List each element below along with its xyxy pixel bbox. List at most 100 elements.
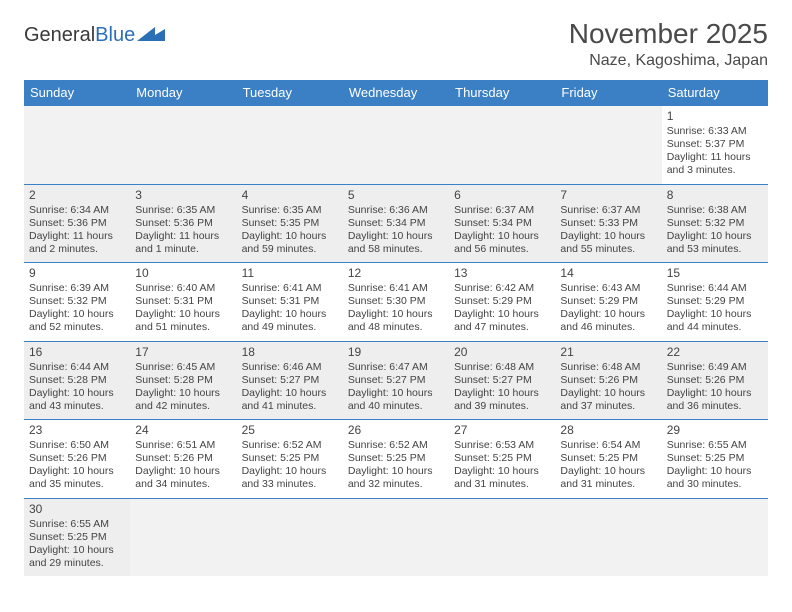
sunrise-text: Sunrise: 6:41 AM bbox=[242, 282, 338, 295]
calendar-cell: 13Sunrise: 6:42 AMSunset: 5:29 PMDayligh… bbox=[449, 263, 555, 342]
sunset-text: Sunset: 5:27 PM bbox=[348, 374, 444, 387]
calendar-cell: 29Sunrise: 6:55 AMSunset: 5:25 PMDayligh… bbox=[662, 420, 768, 499]
calendar-cell: 30Sunrise: 6:55 AMSunset: 5:25 PMDayligh… bbox=[24, 498, 130, 576]
dayname: Monday bbox=[130, 80, 236, 106]
daylight-text: and 46 minutes. bbox=[560, 321, 656, 334]
calendar-table: Sunday Monday Tuesday Wednesday Thursday… bbox=[24, 80, 768, 576]
sunset-text: Sunset: 5:31 PM bbox=[135, 295, 231, 308]
sunrise-text: Sunrise: 6:53 AM bbox=[454, 439, 550, 452]
page-header: GeneralBlue November 2025 Naze, Kagoshim… bbox=[24, 18, 768, 70]
sunset-text: Sunset: 5:25 PM bbox=[560, 452, 656, 465]
sunrise-text: Sunrise: 6:55 AM bbox=[29, 518, 125, 531]
daylight-text: and 53 minutes. bbox=[667, 243, 763, 256]
sunrise-text: Sunrise: 6:38 AM bbox=[667, 204, 763, 217]
dayname: Tuesday bbox=[237, 80, 343, 106]
daylight-text: Daylight: 11 hours bbox=[667, 151, 763, 164]
calendar-cell-empty bbox=[343, 106, 449, 185]
sunset-text: Sunset: 5:32 PM bbox=[29, 295, 125, 308]
day-number: 24 bbox=[135, 423, 231, 438]
calendar-cell: 1Sunrise: 6:33 AMSunset: 5:37 PMDaylight… bbox=[662, 106, 768, 185]
sunset-text: Sunset: 5:26 PM bbox=[135, 452, 231, 465]
daylight-text: Daylight: 10 hours bbox=[29, 308, 125, 321]
location: Naze, Kagoshima, Japan bbox=[569, 52, 768, 70]
dayname: Friday bbox=[555, 80, 661, 106]
daylight-text: Daylight: 10 hours bbox=[454, 465, 550, 478]
sunrise-text: Sunrise: 6:35 AM bbox=[135, 204, 231, 217]
day-number: 21 bbox=[560, 345, 656, 360]
calendar-cell-empty bbox=[24, 106, 130, 185]
day-number: 11 bbox=[242, 266, 338, 281]
daylight-text: and 1 minute. bbox=[135, 243, 231, 256]
sunrise-text: Sunrise: 6:34 AM bbox=[29, 204, 125, 217]
daylight-text: Daylight: 10 hours bbox=[667, 230, 763, 243]
calendar-cell: 22Sunrise: 6:49 AMSunset: 5:26 PMDayligh… bbox=[662, 341, 768, 420]
sunset-text: Sunset: 5:37 PM bbox=[667, 138, 763, 151]
sunrise-text: Sunrise: 6:33 AM bbox=[667, 125, 763, 138]
daylight-text: and 59 minutes. bbox=[242, 243, 338, 256]
daylight-text: Daylight: 10 hours bbox=[560, 308, 656, 321]
daylight-text: Daylight: 10 hours bbox=[135, 465, 231, 478]
day-number: 13 bbox=[454, 266, 550, 281]
calendar-cell: 5Sunrise: 6:36 AMSunset: 5:34 PMDaylight… bbox=[343, 184, 449, 263]
daylight-text: Daylight: 10 hours bbox=[667, 387, 763, 400]
dayname: Saturday bbox=[662, 80, 768, 106]
calendar-row: 23Sunrise: 6:50 AMSunset: 5:26 PMDayligh… bbox=[24, 420, 768, 499]
calendar-cell-empty bbox=[555, 106, 661, 185]
daylight-text: and 49 minutes. bbox=[242, 321, 338, 334]
calendar-cell-empty bbox=[237, 498, 343, 576]
daylight-text: and 55 minutes. bbox=[560, 243, 656, 256]
daylight-text: and 48 minutes. bbox=[348, 321, 444, 334]
day-number: 18 bbox=[242, 345, 338, 360]
flag-icon bbox=[137, 27, 165, 45]
day-number: 12 bbox=[348, 266, 444, 281]
day-number: 7 bbox=[560, 188, 656, 203]
daylight-text: Daylight: 10 hours bbox=[242, 230, 338, 243]
calendar-cell-empty bbox=[449, 498, 555, 576]
sunrise-text: Sunrise: 6:46 AM bbox=[242, 361, 338, 374]
daylight-text: Daylight: 10 hours bbox=[348, 387, 444, 400]
daylight-text: and 41 minutes. bbox=[242, 400, 338, 413]
day-number: 3 bbox=[135, 188, 231, 203]
daylight-text: Daylight: 10 hours bbox=[560, 230, 656, 243]
daylight-text: Daylight: 10 hours bbox=[667, 308, 763, 321]
sunset-text: Sunset: 5:29 PM bbox=[454, 295, 550, 308]
sunrise-text: Sunrise: 6:37 AM bbox=[560, 204, 656, 217]
sunrise-text: Sunrise: 6:51 AM bbox=[135, 439, 231, 452]
day-number: 14 bbox=[560, 266, 656, 281]
calendar-cell-empty bbox=[449, 106, 555, 185]
daylight-text: Daylight: 10 hours bbox=[560, 465, 656, 478]
day-number: 29 bbox=[667, 423, 763, 438]
daylight-text: and 29 minutes. bbox=[29, 557, 125, 570]
sunset-text: Sunset: 5:30 PM bbox=[348, 295, 444, 308]
calendar-cell: 4Sunrise: 6:35 AMSunset: 5:35 PMDaylight… bbox=[237, 184, 343, 263]
sunset-text: Sunset: 5:29 PM bbox=[560, 295, 656, 308]
calendar-cell-empty bbox=[130, 498, 236, 576]
sunset-text: Sunset: 5:29 PM bbox=[667, 295, 763, 308]
calendar-cell: 14Sunrise: 6:43 AMSunset: 5:29 PMDayligh… bbox=[555, 263, 661, 342]
daylight-text: and 2 minutes. bbox=[29, 243, 125, 256]
calendar-row: 2Sunrise: 6:34 AMSunset: 5:36 PMDaylight… bbox=[24, 184, 768, 263]
daylight-text: Daylight: 11 hours bbox=[135, 230, 231, 243]
daylight-text: and 42 minutes. bbox=[135, 400, 231, 413]
calendar-body: 1Sunrise: 6:33 AMSunset: 5:37 PMDaylight… bbox=[24, 106, 768, 577]
sunrise-text: Sunrise: 6:40 AM bbox=[135, 282, 231, 295]
sunset-text: Sunset: 5:35 PM bbox=[242, 217, 338, 230]
dayname: Sunday bbox=[24, 80, 130, 106]
sunset-text: Sunset: 5:32 PM bbox=[667, 217, 763, 230]
daylight-text: Daylight: 10 hours bbox=[348, 230, 444, 243]
sunrise-text: Sunrise: 6:35 AM bbox=[242, 204, 338, 217]
sunrise-text: Sunrise: 6:48 AM bbox=[454, 361, 550, 374]
sunrise-text: Sunrise: 6:52 AM bbox=[348, 439, 444, 452]
sunrise-text: Sunrise: 6:55 AM bbox=[667, 439, 763, 452]
daylight-text: Daylight: 10 hours bbox=[454, 387, 550, 400]
day-number: 8 bbox=[667, 188, 763, 203]
logo-word1: General bbox=[24, 24, 95, 46]
sunset-text: Sunset: 5:26 PM bbox=[667, 374, 763, 387]
daylight-text: Daylight: 10 hours bbox=[667, 465, 763, 478]
daylight-text: Daylight: 10 hours bbox=[348, 308, 444, 321]
daylight-text: and 33 minutes. bbox=[242, 478, 338, 491]
month-title: November 2025 bbox=[569, 18, 768, 50]
sunset-text: Sunset: 5:28 PM bbox=[135, 374, 231, 387]
dayname-row: Sunday Monday Tuesday Wednesday Thursday… bbox=[24, 80, 768, 106]
day-number: 23 bbox=[29, 423, 125, 438]
